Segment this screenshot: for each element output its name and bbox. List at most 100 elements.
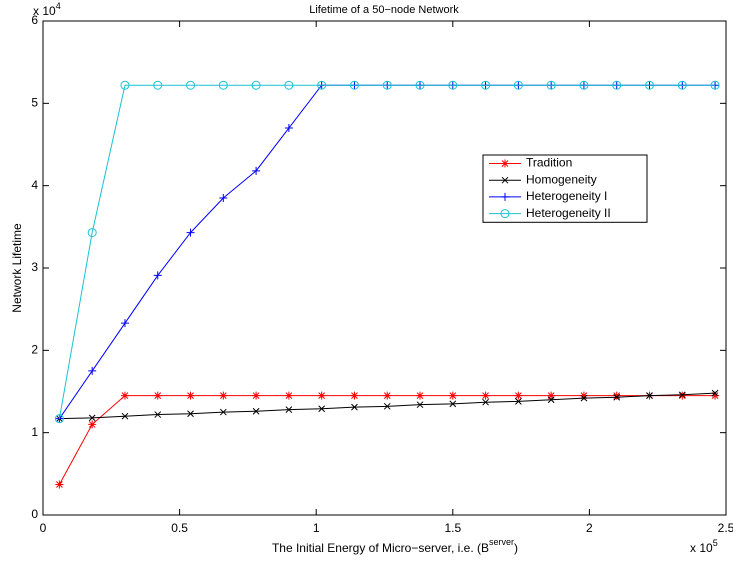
x-multiplier-exponent: 5	[713, 538, 718, 548]
chart-title: Lifetime of a 50−node Network	[309, 4, 459, 16]
data-point	[711, 391, 720, 400]
data-point	[285, 406, 293, 413]
y-tick-label: 3	[31, 260, 38, 274]
data-point	[317, 80, 327, 90]
data-point	[186, 228, 195, 237]
x-multiplier-base: x 10	[690, 541, 713, 555]
data-point	[547, 391, 556, 400]
data-point	[284, 80, 294, 90]
data-point	[711, 389, 719, 397]
data-point	[448, 391, 457, 400]
data-point	[153, 80, 163, 90]
legend-box	[482, 154, 648, 223]
legend-marker	[501, 192, 509, 201]
series-line	[58, 395, 716, 485]
data-point	[252, 391, 261, 400]
data-point	[186, 80, 196, 90]
data-point	[449, 400, 457, 408]
data-point	[88, 366, 97, 375]
x-multiplier: x 105	[690, 538, 718, 555]
data-point	[382, 80, 392, 90]
legend-label: Tradition	[526, 156, 572, 170]
data-point	[448, 80, 458, 90]
y-axis-label: Network Lifetime	[10, 223, 24, 313]
data-point	[678, 391, 686, 399]
data-point	[186, 391, 195, 400]
y-tick-label: 0	[31, 507, 38, 521]
x-tick-label: 1	[313, 521, 320, 535]
x-tick-label: 0.5	[171, 521, 188, 535]
data-point	[120, 319, 129, 328]
data-point	[55, 480, 64, 489]
data-point	[513, 80, 523, 90]
data-point	[481, 80, 491, 90]
x-axis-label-text: The Initial Energy of Micro−server, i.e.…	[272, 541, 489, 555]
x-tick-label: 0	[40, 521, 47, 535]
data-point	[153, 391, 162, 400]
data-point	[251, 80, 261, 90]
data-point	[383, 391, 392, 400]
data-point	[219, 194, 228, 203]
data-point	[284, 124, 293, 133]
x-tick-label: 2	[586, 521, 593, 535]
legend-label: Heterogeneity I	[526, 189, 607, 203]
data-point	[87, 228, 97, 238]
data-point	[252, 166, 261, 175]
data-point	[645, 80, 655, 90]
data-point	[349, 80, 359, 90]
data-point	[612, 391, 621, 400]
data-point	[678, 391, 687, 400]
x-axis-label: The Initial Energy of Micro−server, i.e.…	[272, 537, 518, 555]
x-tick-label: 1.5	[444, 521, 461, 535]
data-point	[579, 80, 589, 90]
legend-marker	[501, 159, 509, 168]
data-point	[546, 80, 556, 90]
data-point	[646, 392, 653, 399]
x-tick-label: 2.5	[718, 521, 733, 535]
data-point	[218, 80, 228, 90]
legend-marker	[500, 209, 510, 219]
y-tick-label: 6	[31, 13, 38, 27]
y-tick-label: 1	[31, 425, 38, 439]
series-line	[58, 84, 716, 419]
data-point	[351, 403, 358, 411]
y-tick-label: 4	[31, 178, 38, 192]
data-point	[252, 407, 260, 415]
data-point	[580, 394, 588, 402]
y-multiplier-exponent: 4	[56, 1, 61, 11]
x-axis-label-suffix: )	[514, 541, 518, 555]
data-point	[515, 398, 522, 405]
plot-area	[42, 20, 727, 516]
data-point	[677, 80, 687, 90]
data-point	[187, 410, 194, 418]
data-point	[613, 393, 621, 401]
data-point	[153, 271, 162, 280]
data-point	[383, 402, 391, 410]
data-point	[416, 391, 425, 400]
data-point	[284, 391, 293, 400]
data-point	[579, 391, 588, 400]
data-point	[120, 391, 129, 400]
data-point	[219, 408, 227, 416]
legend-marker	[501, 176, 509, 184]
data-point	[120, 80, 130, 90]
legend: Tradition Homogeneity Heterogeneity I Heter…	[482, 154, 648, 223]
data-point	[612, 80, 622, 90]
x-axis-label-superscript: server	[489, 537, 514, 547]
data-point	[88, 414, 96, 422]
data-point	[54, 414, 64, 424]
data-point	[710, 80, 720, 90]
data-point	[88, 420, 97, 429]
data-point	[317, 391, 326, 400]
data-point	[350, 391, 359, 400]
data-point	[318, 405, 326, 413]
legend-label: Heterogeneity II	[526, 206, 611, 220]
series-line	[58, 84, 716, 419]
data-point	[416, 401, 424, 409]
data-point	[481, 391, 490, 400]
y-multiplier-base: x 10	[33, 4, 56, 18]
y-tick-label: 5	[31, 96, 38, 110]
legend-label: Homogeneity	[526, 172, 597, 186]
data-point	[482, 398, 489, 406]
